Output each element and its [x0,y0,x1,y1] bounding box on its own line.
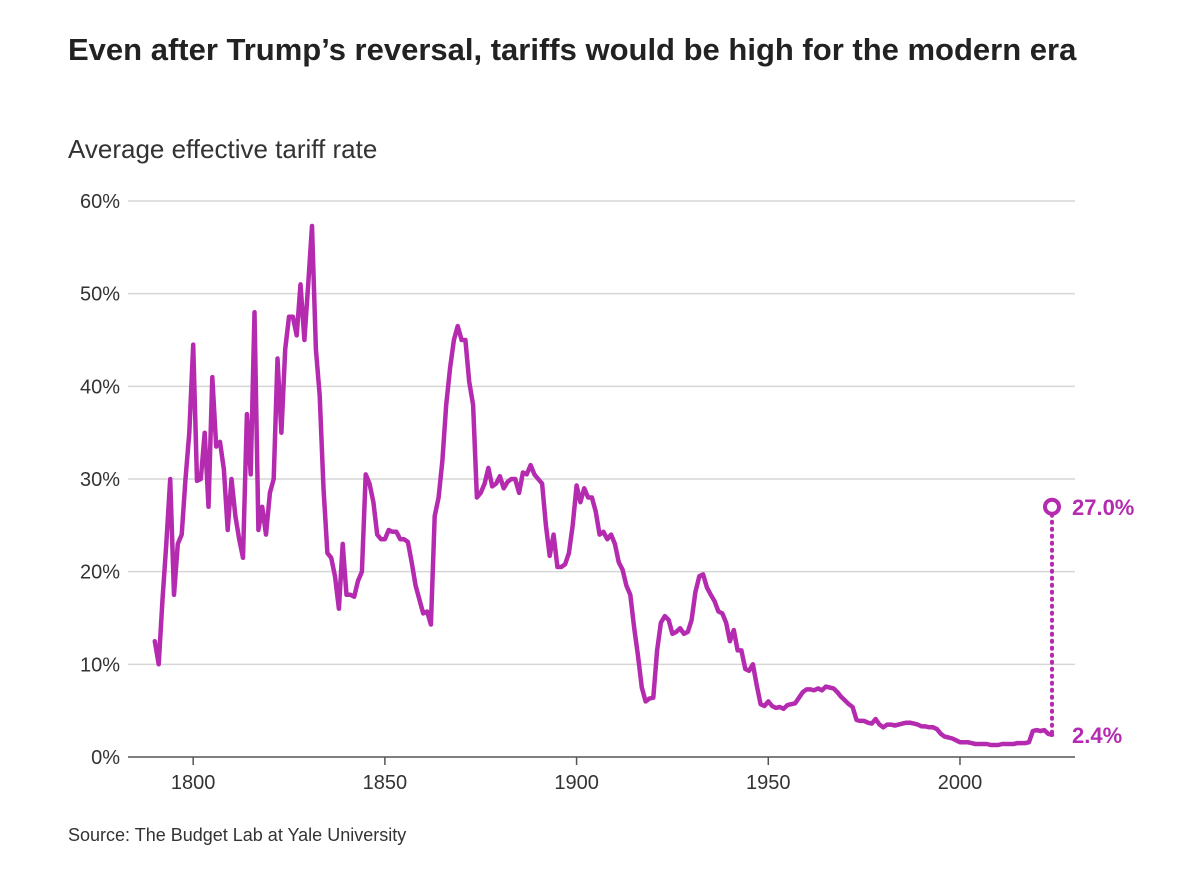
y-tick-label: 20% [80,562,120,584]
projected-rate-marker [1042,497,1061,516]
y-tick-label: 40% [80,376,120,398]
chart-title: Even after Trump’s reversal, tariffs wou… [68,32,1077,67]
y-tick-label: 10% [80,654,120,676]
source-note: Source: The Budget Lab at Yale Universit… [68,825,407,845]
tariff-rate-line [152,223,1055,748]
y-tick-label: 50% [80,284,120,306]
current-rate-label: 2.4% [1072,723,1122,748]
projected-rate-label: 27.0% [1072,495,1134,520]
x-tick-label: 1900 [554,772,599,794]
x-tick-label: 1950 [746,772,791,794]
x-tick-label: 2000 [938,772,983,794]
chart-subtitle: Average effective tariff rate [68,134,378,164]
y-tick-label: 30% [80,469,120,491]
x-tick-label: 1850 [363,772,408,794]
x-tick-label: 1800 [171,772,216,794]
y-tick-label: 0% [91,747,120,769]
y-tick-label: 60% [80,191,120,213]
